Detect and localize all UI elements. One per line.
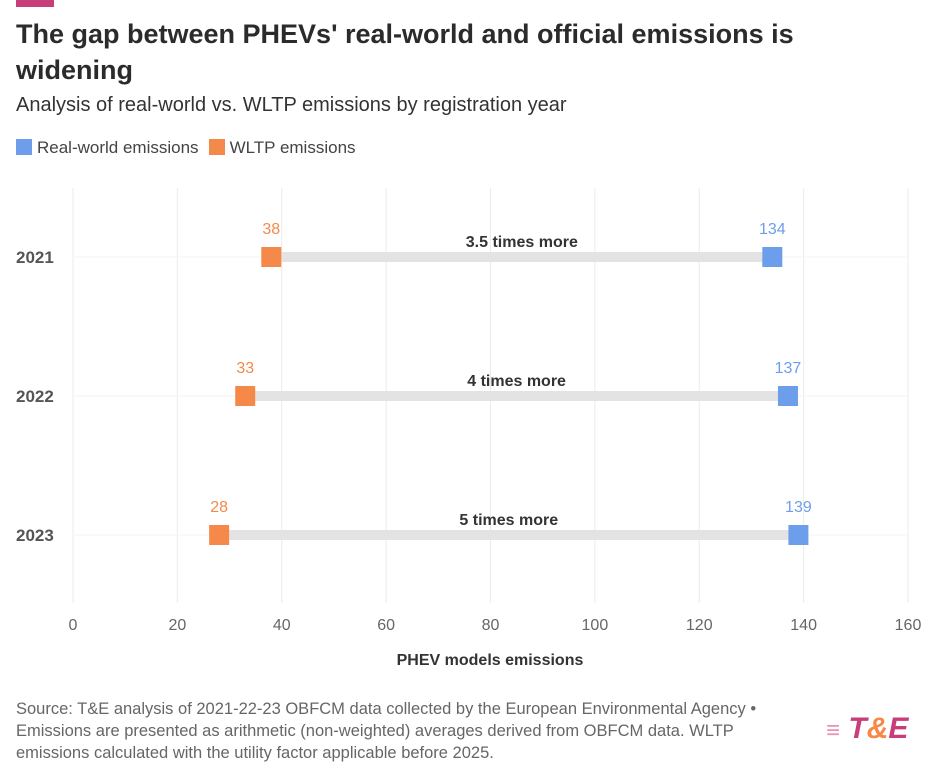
legend-item-real-world: Real-world emissions — [16, 138, 199, 158]
legend-label: WLTP emissions — [229, 138, 356, 157]
legend: Real-world emissions WLTP emissions — [16, 138, 356, 158]
x-tick-label: 120 — [686, 617, 713, 634]
y-category-label: 2022 — [16, 387, 54, 406]
gap-annotation: 3.5 times more — [466, 234, 578, 251]
chart-title: The gap between PHEVs' real-world and of… — [16, 19, 794, 85]
wltp-point — [235, 386, 256, 406]
y-category-label: 2023 — [16, 526, 54, 545]
x-tick-label: 0 — [69, 617, 78, 634]
wltp-data-label: 33 — [236, 360, 254, 377]
x-tick-label: 100 — [582, 617, 609, 634]
gap-annotation: 5 times more — [459, 512, 558, 529]
real-world-point — [777, 386, 798, 406]
x-tick-label: 60 — [377, 617, 395, 634]
x-tick-label: 40 — [273, 617, 291, 634]
legend-label: Real-world emissions — [37, 138, 199, 157]
gap-annotation: 4 times more — [467, 373, 566, 390]
te-logo: ≡ T&E — [826, 712, 909, 745]
x-tick-label: 140 — [790, 617, 817, 634]
wltp-data-label: 28 — [210, 499, 228, 516]
real-world-point — [788, 525, 809, 545]
brand-accent-bar — [16, 0, 54, 7]
legend-swatch-icon — [208, 139, 225, 155]
x-axis-title: PHEV models emissions — [397, 652, 584, 669]
x-tick-label: 160 — [895, 617, 922, 634]
real-world-data-label: 137 — [775, 360, 802, 377]
legend-item-wltp: WLTP emissions — [208, 138, 356, 158]
real-world-point — [762, 247, 783, 267]
y-category-label: 2021 — [16, 248, 54, 267]
wltp-data-label: 38 — [262, 221, 280, 238]
legend-swatch-icon — [16, 139, 32, 155]
chart-plot: 0 20 40 60 80 100 120 140 160 PHEV models emissio… — [16, 188, 922, 669]
source-note: Source: T&E analysis of 2021-22-23 OBFCM… — [16, 700, 757, 762]
x-tick-label: 20 — [168, 617, 186, 634]
real-world-data-label: 139 — [785, 499, 812, 516]
real-world-data-label: 134 — [759, 221, 786, 238]
wltp-point — [209, 525, 230, 545]
x-tick-label: 80 — [482, 617, 500, 634]
chart-subtitle: Analysis of real-world vs. WLTP emission… — [16, 94, 567, 116]
wltp-point — [261, 247, 282, 267]
